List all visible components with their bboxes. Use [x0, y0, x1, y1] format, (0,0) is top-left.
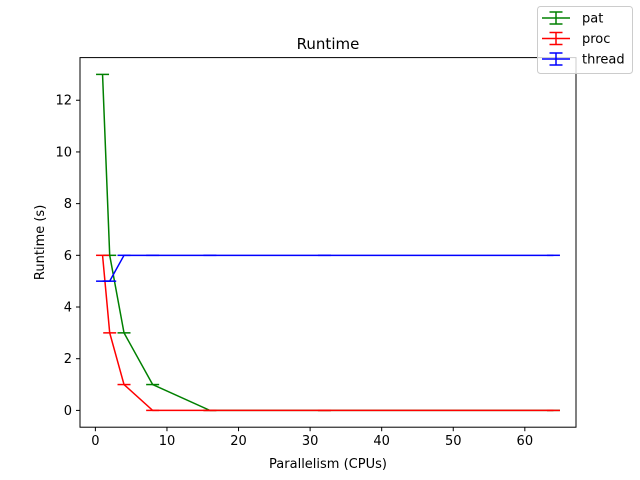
y-tick-label: 6	[64, 249, 72, 264]
series-proc	[96, 254, 560, 412]
legend-entry-pat: pat	[542, 11, 603, 27]
legend-label-thread: thread	[582, 53, 625, 68]
series-thread	[96, 254, 560, 282]
y-tick-label: 10	[55, 145, 72, 160]
y-tick-label: 4	[64, 301, 72, 316]
plot-border	[79, 57, 577, 428]
x-tick-label: 60	[517, 434, 534, 449]
legend-label-pat: pat	[582, 12, 603, 27]
x-tick-label: 20	[230, 434, 247, 449]
legend-entry-proc: proc	[542, 31, 610, 47]
x-axis-label: Parallelism (CPUs)	[269, 457, 387, 472]
x-tick-label: 10	[159, 434, 176, 449]
axis-ticks: 0 10 20 30 40 50 60 0 2 4 6 8 10 12	[55, 94, 533, 449]
x-tick-label: 40	[373, 434, 390, 449]
legend: pat proc thread	[537, 6, 633, 74]
y-tick-label: 8	[64, 197, 72, 212]
y-tick-label: 0	[64, 404, 72, 419]
plot-area	[80, 57, 576, 428]
y-tick-label: 12	[55, 94, 72, 109]
legend-entry-thread: thread	[542, 52, 625, 68]
y-tick-label: 2	[64, 352, 72, 367]
legend-label-proc: proc	[582, 32, 610, 47]
x-tick-label: 0	[91, 434, 99, 449]
y-axis-label: Runtime (s)	[33, 205, 48, 280]
chart-title: Runtime	[297, 35, 360, 53]
x-tick-label: 50	[445, 434, 462, 449]
x-tick-label: 30	[302, 434, 319, 449]
series-layer	[96, 73, 560, 412]
